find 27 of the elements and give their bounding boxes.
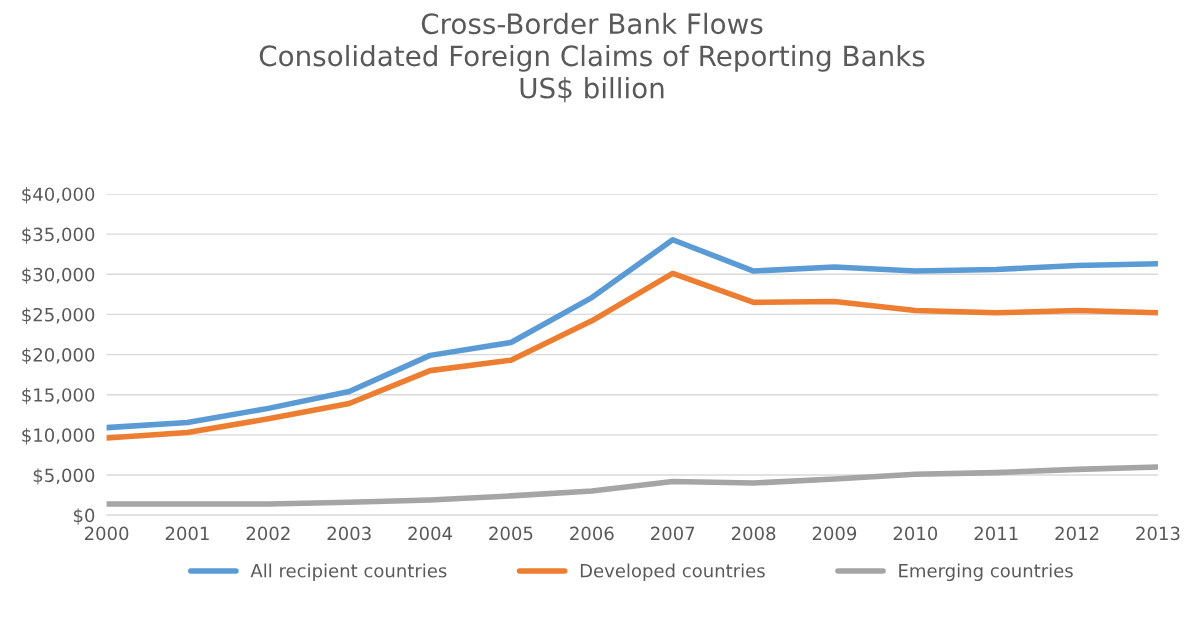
x-tick-label: 2007 xyxy=(651,526,695,541)
legend-label: All recipient countries xyxy=(250,563,447,581)
x-tick-label: 2001 xyxy=(165,526,209,541)
x-tick-label: 2006 xyxy=(570,526,614,541)
y-tick-label: $25,000 xyxy=(22,307,95,324)
x-tick-label: 2013 xyxy=(1136,526,1180,541)
x-tick-label: 2012 xyxy=(1055,526,1099,541)
x-tick-label: 2009 xyxy=(812,526,857,541)
y-tick-label: $0 xyxy=(73,508,95,525)
y-tick-label: $30,000 xyxy=(22,267,95,284)
y-tick-label: $15,000 xyxy=(22,387,95,405)
y-tick-label: $40,000 xyxy=(22,187,95,204)
y-tick-label: $10,000 xyxy=(22,428,95,445)
x-tick-label: 2003 xyxy=(327,526,371,541)
y-tick-label: $5,000 xyxy=(33,468,95,485)
chart-title: Cross-Border Bank Flows Consolidated Foreign Claims of Reporting Banks US$ billion xyxy=(259,12,925,103)
legend-label: Emerging countries xyxy=(899,563,1073,581)
x-tick-label: 2000 xyxy=(84,526,129,541)
legend-label: Developed countries xyxy=(580,563,765,581)
x-tick-label: 2011 xyxy=(974,526,1018,541)
x-tick-label: 2004 xyxy=(408,526,453,541)
x-tick-label: 2005 xyxy=(489,526,533,541)
y-tick-label: $20,000 xyxy=(22,347,95,365)
y-tick-label: $35,000 xyxy=(22,227,95,244)
x-tick-label: 2002 xyxy=(246,526,290,541)
x-tick-label: 2008 xyxy=(731,526,776,541)
x-tick-label: 2010 xyxy=(893,526,938,541)
